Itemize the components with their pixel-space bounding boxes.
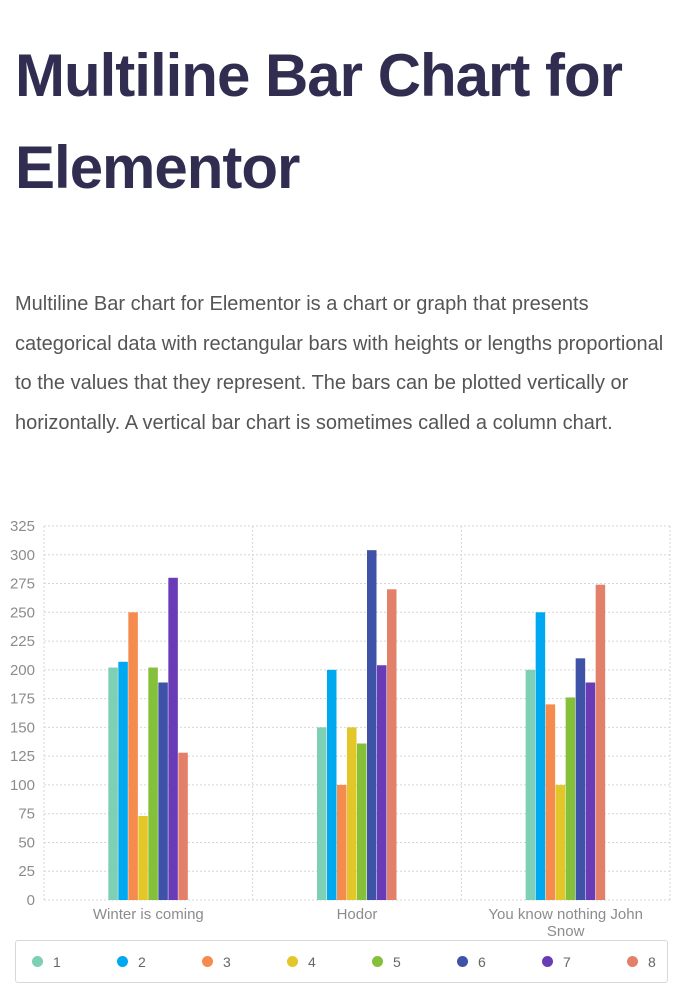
- bar-series-7: [585, 682, 596, 900]
- y-tick-label: 50: [18, 834, 35, 851]
- legend-label: 3: [223, 953, 231, 970]
- legend-label: 8: [648, 953, 656, 970]
- legend-item-5[interactable]: 5: [372, 941, 401, 982]
- legend-label: 5: [393, 953, 401, 970]
- legend-dot-icon: [202, 956, 213, 967]
- bar-series-7: [168, 577, 178, 900]
- legend-dot-icon: [117, 956, 128, 967]
- legend-dot-icon: [542, 956, 553, 967]
- legend-label: 4: [308, 953, 316, 970]
- bar-series-2: [327, 669, 337, 900]
- bar-series-8: [595, 584, 606, 900]
- bar-series-5: [357, 743, 367, 900]
- bar-series-4: [138, 815, 148, 900]
- bar-series-8: [178, 752, 188, 900]
- legend-item-7[interactable]: 7: [542, 941, 571, 982]
- bar-series-3: [545, 704, 556, 900]
- y-tick-label: 150: [10, 719, 35, 736]
- bar-chart: 0 25 50 75 100 125 150 175 200 225 250 275 300 325 Win…: [0, 510, 681, 990]
- y-tick-label: 125: [10, 748, 35, 765]
- y-tick-label: 175: [10, 691, 35, 708]
- legend-dot-icon: [627, 956, 638, 967]
- bar-series-6: [158, 682, 168, 900]
- legend-label: 2: [138, 953, 146, 970]
- bar-series-8: [387, 589, 397, 900]
- y-tick-label: 275: [10, 576, 35, 593]
- y-tick-label: 250: [10, 604, 35, 621]
- x-category-label: Hodor: [337, 906, 378, 923]
- legend-label: 6: [478, 953, 486, 970]
- legend-item-8[interactable]: 8: [627, 941, 656, 982]
- chart-legend: 1 2 3 4 5 6 7 8: [15, 940, 668, 983]
- legend-item-4[interactable]: 4: [287, 941, 316, 982]
- y-tick-label: 75: [18, 806, 35, 823]
- legend-item-1[interactable]: 1: [32, 941, 61, 982]
- legend-item-2[interactable]: 2: [117, 941, 146, 982]
- y-tick-label: 225: [10, 633, 35, 650]
- bar-series-4: [555, 784, 566, 900]
- intro-paragraph: Multiline Bar chart for Elementor is a c…: [15, 293, 664, 434]
- bar-series-1: [317, 727, 327, 900]
- legend-dot-icon: [457, 956, 468, 967]
- legend-dot-icon: [287, 956, 298, 967]
- legend-item-6[interactable]: 6: [457, 941, 486, 982]
- legend-label: 1: [53, 953, 61, 970]
- y-tick-label: 200: [10, 662, 35, 679]
- bar-series-5: [148, 667, 158, 900]
- bar-series-1: [108, 667, 118, 900]
- x-category-label: Winter is coming: [93, 906, 204, 923]
- bar-series-6: [367, 550, 377, 900]
- page-title: Multiline Bar Chart for Elementor: [15, 42, 623, 201]
- bar-series-6: [575, 658, 586, 900]
- bar-series-2: [535, 612, 546, 900]
- chart-plot: 0 25 50 75 100 125 150 175 200 225 250 275 300 325 Win…: [10, 518, 671, 940]
- y-tick-label: 25: [18, 863, 35, 880]
- y-tick-label: 100: [10, 777, 35, 794]
- legend-dot-icon: [372, 956, 383, 967]
- bar-series-4: [347, 727, 357, 900]
- bar-series-1: [525, 669, 536, 900]
- y-tick-label: 325: [10, 518, 35, 535]
- x-category-label: You know nothing John: [488, 906, 643, 923]
- bar-series-3: [337, 784, 347, 900]
- legend-item-3[interactable]: 3: [202, 941, 231, 982]
- y-tick-label: 300: [10, 547, 35, 564]
- bar-series-3: [128, 612, 138, 900]
- legend-label: 7: [563, 953, 571, 970]
- bar-series-2: [118, 661, 128, 900]
- x-category-label: Snow: [547, 923, 585, 940]
- bar-series-7: [377, 665, 387, 900]
- legend-dot-icon: [32, 956, 43, 967]
- y-tick-label: 0: [27, 892, 35, 909]
- bar-series-5: [565, 697, 576, 900]
